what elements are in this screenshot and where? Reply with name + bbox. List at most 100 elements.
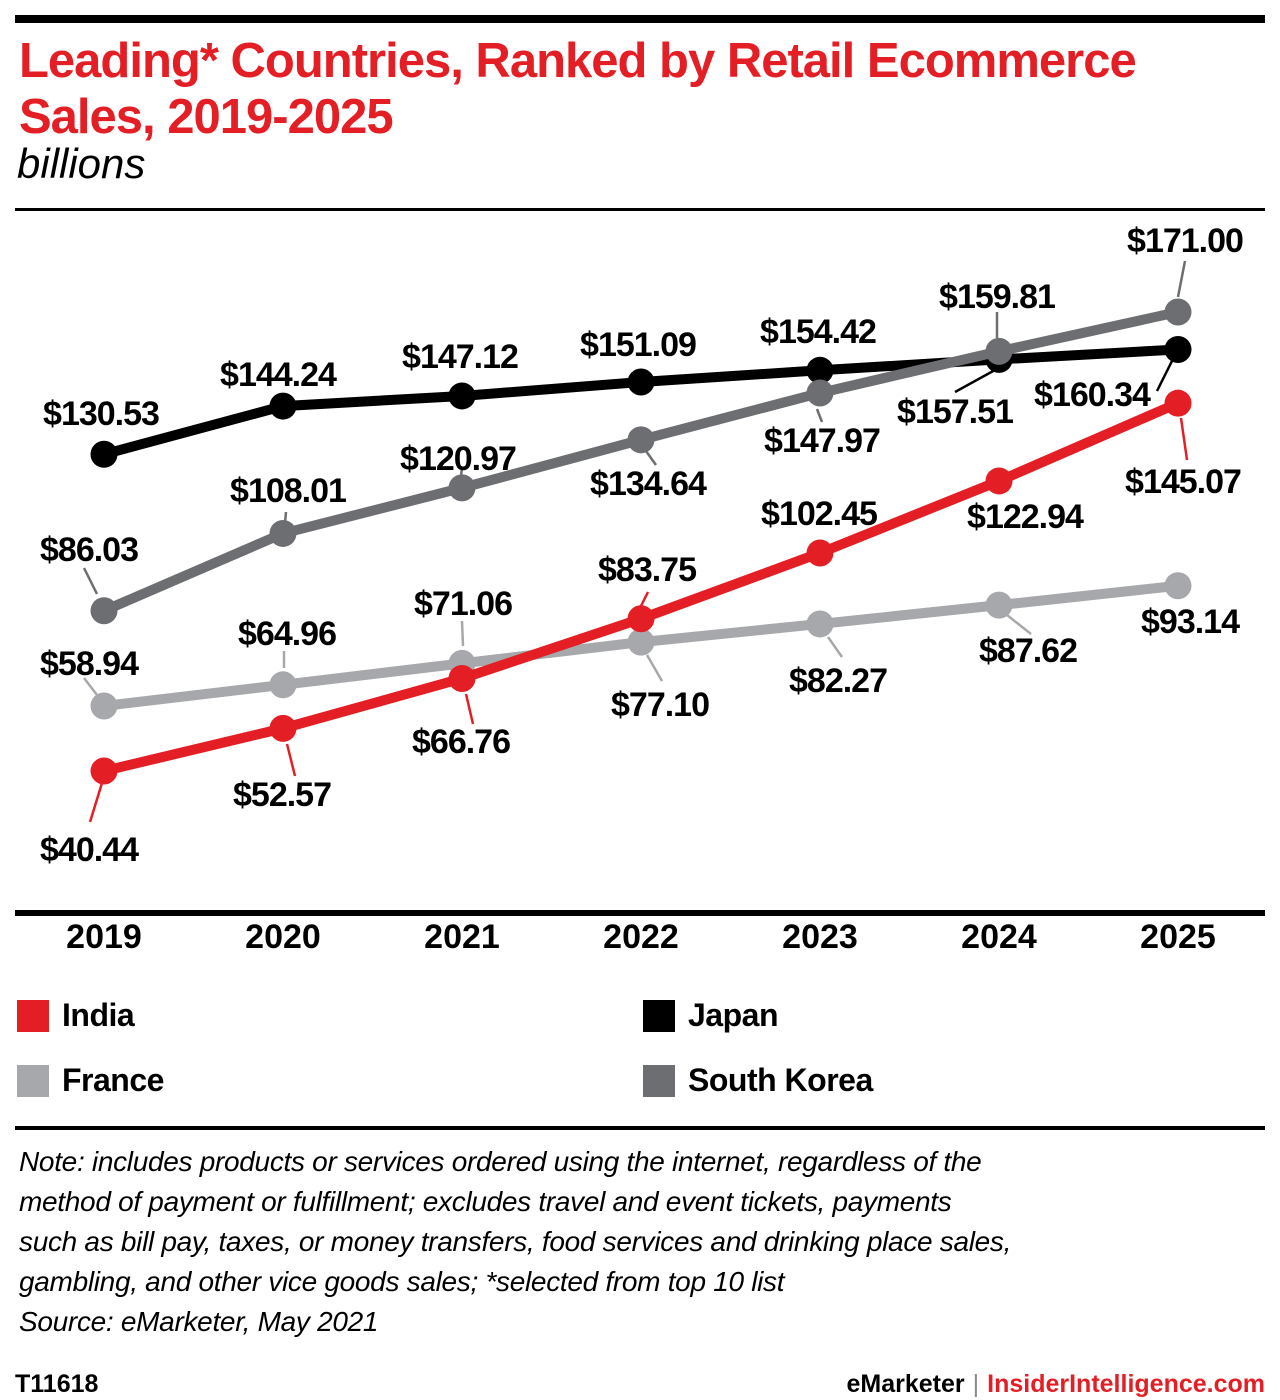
legend-label: Japan bbox=[688, 997, 778, 1033]
legend-label: India bbox=[62, 997, 135, 1033]
leader-line bbox=[88, 782, 104, 823]
value-label: $157.51 bbox=[897, 393, 1013, 431]
x-axis-tick: 2019 bbox=[66, 918, 142, 956]
data-point-japan bbox=[269, 392, 297, 420]
leader-line bbox=[1179, 417, 1189, 461]
value-label: $86.03 bbox=[40, 531, 138, 569]
leader-line bbox=[464, 693, 475, 725]
value-label: $82.27 bbox=[789, 662, 887, 700]
x-axis-tick: 2023 bbox=[782, 918, 858, 956]
note-divider bbox=[15, 1126, 1265, 1130]
data-point-japan bbox=[627, 368, 655, 396]
data-point-france bbox=[1164, 572, 1192, 600]
ecommerce-line-chart: $130.53 $144.24 $147.12 $151.09 $154.42 $157.… bbox=[0, 210, 1280, 970]
value-label: $87.62 bbox=[979, 632, 1077, 670]
leader-line bbox=[815, 408, 824, 423]
leader-line bbox=[1155, 360, 1174, 392]
value-label: $171.00 bbox=[1127, 222, 1243, 260]
source-line: Source: eMarketer, May 2021 bbox=[19, 1306, 379, 1337]
data-point-south-korea bbox=[1164, 298, 1192, 326]
x-axis-tick: 2020 bbox=[245, 918, 321, 956]
leader-line bbox=[639, 591, 650, 607]
value-label: $108.01 bbox=[230, 472, 346, 510]
data-point-france bbox=[985, 591, 1013, 619]
title-line-1: Leading* Countries, Ranked by Retail Eco… bbox=[19, 34, 1137, 88]
title-divider bbox=[15, 208, 1265, 211]
data-point-japan bbox=[1164, 335, 1192, 363]
leader-line bbox=[460, 620, 465, 647]
data-point-france bbox=[627, 628, 655, 656]
note-line: method of payment or fulfillment; exclud… bbox=[19, 1186, 952, 1217]
data-point-india bbox=[448, 664, 476, 692]
value-label: $134.64 bbox=[590, 465, 707, 503]
legend-item-france: France bbox=[17, 1062, 164, 1099]
data-point-india bbox=[627, 605, 655, 633]
legend-swatch bbox=[643, 1064, 675, 1097]
value-label: $120.97 bbox=[400, 440, 516, 478]
value-label: $130.53 bbox=[43, 395, 159, 433]
legend-item-south-korea: South Korea bbox=[643, 1062, 873, 1099]
value-label: $83.75 bbox=[598, 551, 696, 589]
value-label: $154.42 bbox=[760, 313, 876, 351]
x-axis-tick: 2025 bbox=[1140, 918, 1216, 956]
legend-label: South Korea bbox=[688, 1062, 873, 1098]
data-point-india bbox=[806, 539, 834, 567]
value-label: $52.57 bbox=[233, 776, 331, 814]
data-point-india bbox=[1164, 389, 1192, 417]
insider-intelligence-link[interactable]: InsiderIntelligence.com bbox=[987, 1370, 1265, 1398]
value-label: $71.06 bbox=[414, 585, 512, 623]
legend-label: France bbox=[62, 1062, 164, 1098]
leader-line bbox=[645, 654, 664, 682]
emarketer-wordmark: eMarketer bbox=[846, 1370, 965, 1398]
leader-line bbox=[82, 567, 99, 595]
value-label: $102.45 bbox=[761, 495, 877, 533]
data-point-france bbox=[806, 610, 834, 638]
legend-swatch bbox=[17, 999, 49, 1032]
value-label: $77.10 bbox=[611, 686, 709, 724]
units-subtitle: billions bbox=[17, 140, 146, 187]
value-label: $40.44 bbox=[40, 831, 139, 869]
value-label: $93.14 bbox=[1141, 603, 1240, 641]
note-line: gambling, and other vice goods sales; *s… bbox=[19, 1266, 785, 1297]
data-point-south-korea bbox=[627, 426, 655, 454]
value-label: $58.94 bbox=[40, 645, 139, 683]
footer-separator: | bbox=[972, 1370, 980, 1398]
top-rule bbox=[15, 15, 1265, 23]
footer-branding: eMarketer | InsiderIntelligence.com bbox=[847, 1370, 1266, 1399]
title-line-2: Sales, 2019-2025 bbox=[19, 90, 394, 144]
value-label: $66.76 bbox=[412, 723, 510, 761]
value-label: $151.09 bbox=[580, 326, 696, 364]
x-axis-line bbox=[15, 910, 1265, 916]
data-point-south-korea bbox=[806, 379, 834, 407]
data-point-japan bbox=[448, 382, 476, 410]
x-axis-tick: 2024 bbox=[961, 918, 1037, 956]
data-point-south-korea bbox=[269, 519, 297, 547]
value-label: $64.96 bbox=[238, 615, 336, 653]
note-line: Note: includes products or services orde… bbox=[19, 1146, 982, 1177]
value-label: $122.94 bbox=[967, 498, 1084, 536]
data-point-south-korea bbox=[448, 474, 476, 502]
leader-line bbox=[644, 450, 658, 466]
x-axis-tick: 2021 bbox=[424, 918, 500, 956]
line-chart-canvas: $130.53 $144.24 $147.12 $151.09 $154.42 $157.… bbox=[15, 222, 1265, 956]
data-point-france bbox=[90, 692, 118, 720]
x-axis-tick: 2022 bbox=[603, 918, 679, 956]
leader-line bbox=[285, 743, 297, 777]
data-point-south-korea bbox=[90, 597, 118, 625]
chart-note: Note: includes products or services orde… bbox=[19, 1142, 1265, 1342]
value-label: $147.12 bbox=[402, 338, 518, 376]
leader-line bbox=[1006, 614, 1032, 635]
data-point-japan bbox=[806, 356, 834, 384]
leader-line bbox=[83, 677, 98, 696]
value-label: $160.34 bbox=[1034, 376, 1151, 414]
data-point-india bbox=[985, 467, 1013, 495]
data-point-france bbox=[269, 671, 297, 699]
legend-swatch bbox=[17, 1064, 49, 1097]
value-label: $147.97 bbox=[764, 422, 880, 460]
leader-line bbox=[1176, 260, 1187, 298]
leader-line bbox=[954, 368, 996, 394]
data-point-india bbox=[269, 714, 297, 742]
value-label: $144.24 bbox=[220, 356, 337, 394]
page-title: Leading* Countries, Ranked by Retail Eco… bbox=[19, 33, 1137, 145]
